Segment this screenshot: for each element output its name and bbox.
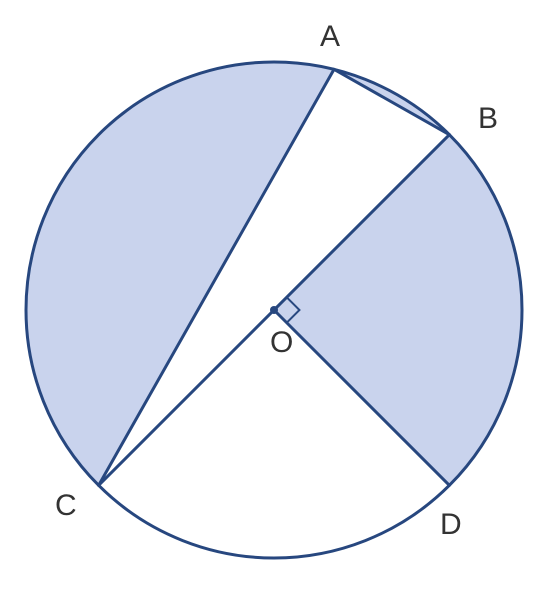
label-A: A xyxy=(320,20,340,53)
diagram-svg: A B C D O xyxy=(0,0,556,604)
label-D: D xyxy=(440,508,462,541)
center-dot xyxy=(270,306,278,314)
label-B: B xyxy=(478,102,498,135)
geometry-diagram: A B C D O xyxy=(0,0,556,604)
label-O: O xyxy=(270,326,293,359)
label-C: C xyxy=(55,489,77,522)
